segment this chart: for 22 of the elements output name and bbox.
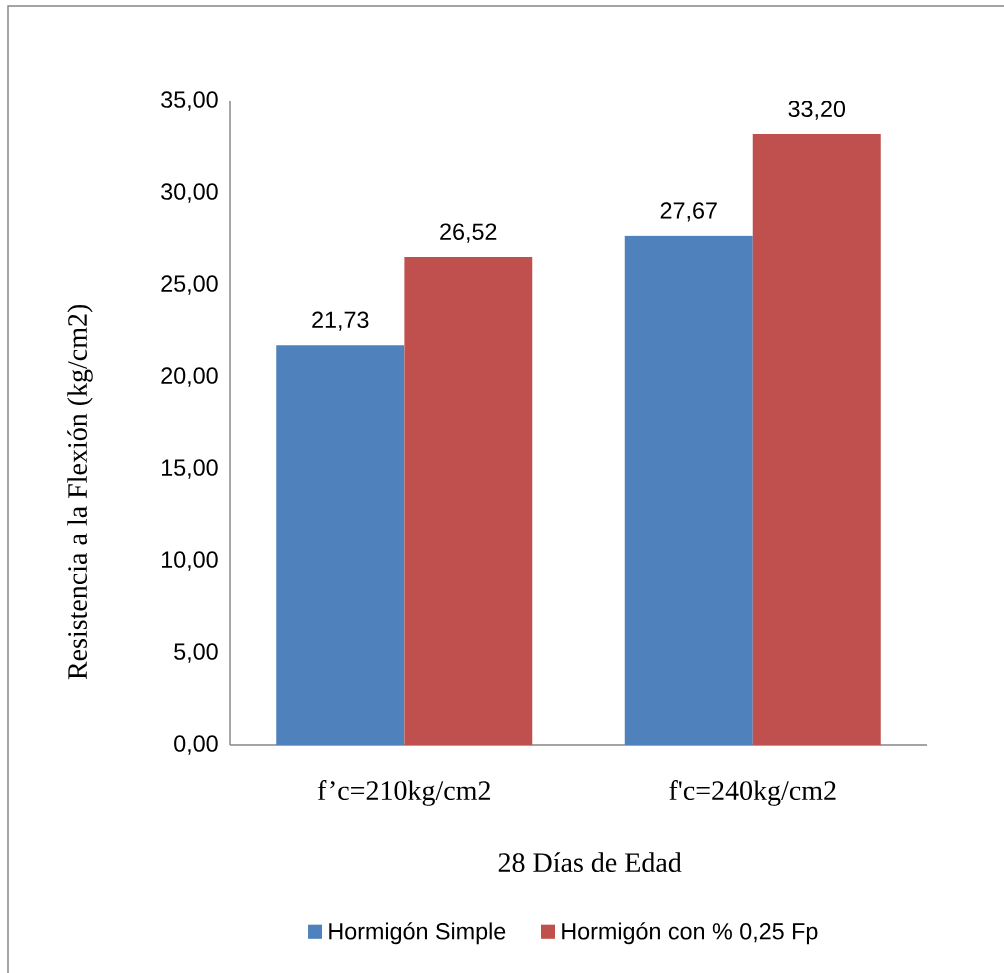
y-tick-label: 20,00 — [161, 367, 218, 387]
x-axis-title: 28 Días de Edad — [498, 852, 682, 873]
y-tick-label: 25,00 — [161, 275, 218, 295]
data-label: 26,52 — [440, 223, 497, 243]
data-label: 33,20 — [788, 100, 846, 120]
y-tick-label: 30,00 — [161, 183, 218, 203]
y-tick-label: 15,00 — [162, 459, 218, 479]
legend-label: Hormigón con % 0,25 Fp — [562, 922, 818, 945]
x-tick-label: f'c=240kg/cm2 — [669, 780, 836, 806]
bar — [752, 134, 881, 745]
y-tick-label: 10,00 — [162, 551, 218, 571]
y-axis-title: Resistencia a la Flexión (kg/cm2) — [67, 304, 93, 680]
bar — [624, 235, 753, 745]
legend-label: Hormigón Simple — [329, 922, 506, 945]
y-tick-label: 0,00 — [174, 735, 218, 755]
x-tick-label: f’c=210kg/cm2 — [317, 780, 490, 806]
y-tick-label: 35,00 — [161, 91, 218, 111]
y-tick-label: 5,00 — [174, 643, 218, 663]
data-label: 27,67 — [660, 202, 717, 222]
bar — [404, 257, 533, 745]
bar — [276, 345, 405, 745]
data-label: 21,73 — [312, 311, 369, 331]
